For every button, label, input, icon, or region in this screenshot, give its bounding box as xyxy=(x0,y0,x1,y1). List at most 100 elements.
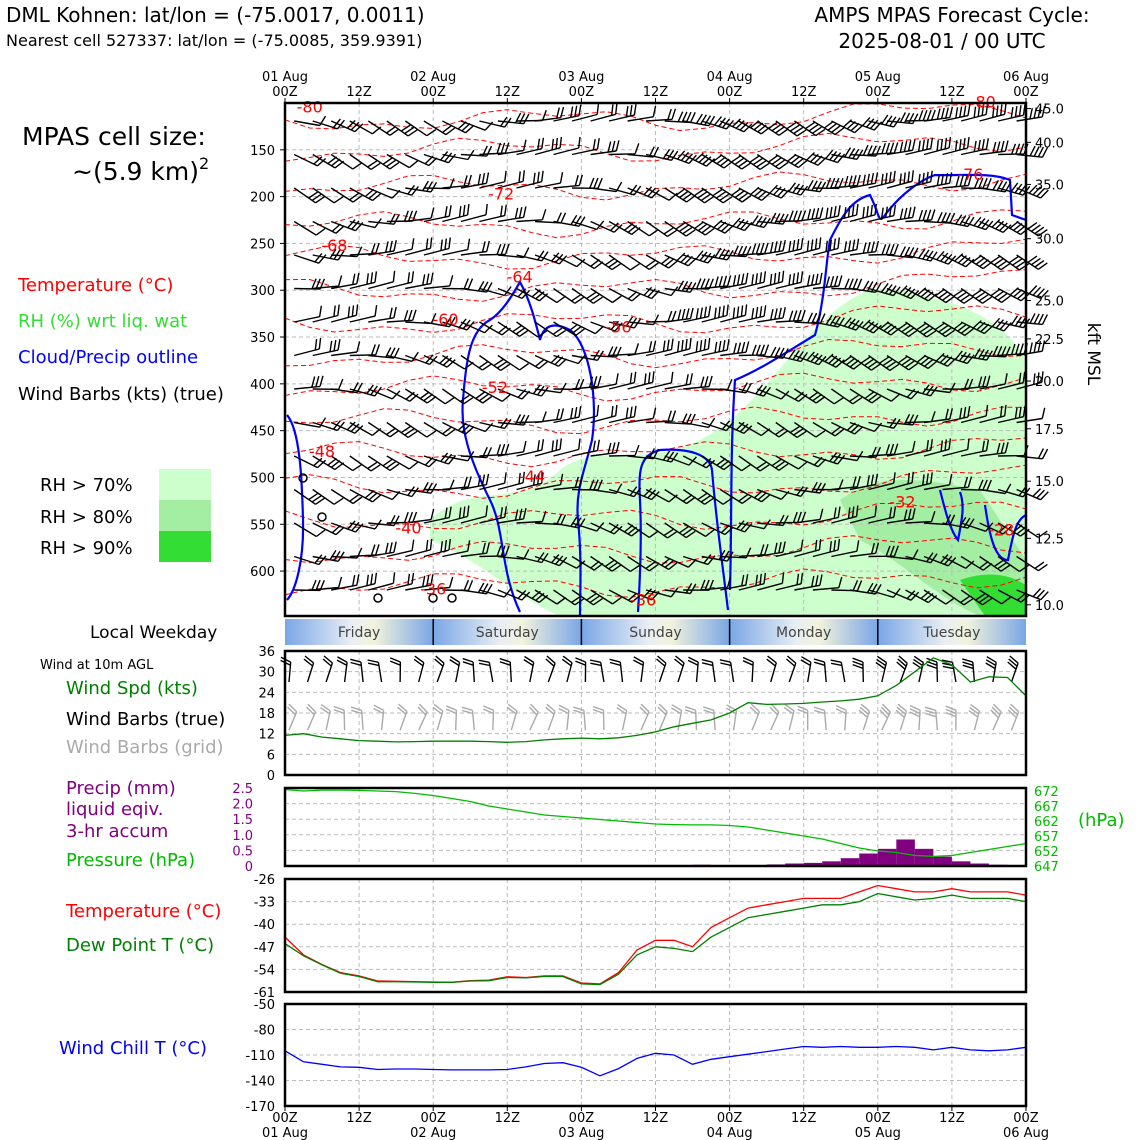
upper-wind-barb xyxy=(757,346,789,359)
panel-tick-label: -54 xyxy=(254,963,275,978)
legend-wind: Wind Barbs (kts) (true) xyxy=(18,384,224,405)
upper-wind-barb xyxy=(979,555,1011,572)
upper-wind-barb xyxy=(405,538,433,558)
kft-tick-label: 10.0 xyxy=(1035,599,1064,614)
surface-wind-barb-grid xyxy=(671,704,683,731)
upper-wind-barb xyxy=(886,206,916,223)
upper-wind-barb xyxy=(534,212,567,224)
precip-circle-marker xyxy=(428,593,438,603)
surface-wind-barb-grid xyxy=(1007,703,1020,731)
upper-wind-barb xyxy=(905,209,936,223)
upper-wind-barb xyxy=(460,582,493,595)
upper-wind-barb xyxy=(645,338,674,357)
upper-wind-barb xyxy=(571,287,603,304)
panel-tick-label: 2.5 xyxy=(232,782,253,797)
upper-wind-barb xyxy=(405,455,438,468)
upper-wind-barb xyxy=(442,318,475,331)
upper-wind-barb xyxy=(886,471,914,491)
upper-wind-barb xyxy=(497,354,530,371)
upper-wind-barb xyxy=(738,572,767,591)
upper-wind-barb xyxy=(812,506,841,524)
upper-wind-barb xyxy=(682,152,716,167)
precip-bar xyxy=(951,861,971,866)
upper-wind-barb xyxy=(423,576,454,591)
kft-tick-label: 35.0 xyxy=(1035,178,1064,193)
surface-wind-barb-true xyxy=(589,659,605,683)
upper-wind-barb xyxy=(1016,106,1046,122)
upper-wind-barb xyxy=(794,574,823,591)
upper-wind-barb xyxy=(293,522,326,538)
upper-wind-barb xyxy=(442,579,474,592)
top-hour-label: 12Z xyxy=(791,85,817,100)
temperature-contour xyxy=(284,464,1027,499)
upper-wind-barb xyxy=(849,280,882,293)
bottom-hour-label: 00Z xyxy=(717,1111,743,1126)
upper-wind-barb xyxy=(460,542,490,558)
upper-wind-barb xyxy=(664,373,693,390)
rh-swatch-80 xyxy=(159,500,211,531)
upper-wind-barb xyxy=(682,220,715,236)
upper-wind-barb xyxy=(330,520,364,533)
panel-tick-label: 36 xyxy=(258,645,275,660)
surface-wind-barb-true xyxy=(742,656,754,683)
windchill-line xyxy=(284,1045,1027,1077)
upper-wind-barb xyxy=(368,347,400,359)
cloud-outline-path xyxy=(728,173,1027,591)
upper-wind-barb xyxy=(961,375,991,390)
kft-tick-label: 45.0 xyxy=(1035,103,1064,118)
temperature-contour-label: -68 xyxy=(321,236,347,255)
upper-wind-barb xyxy=(460,280,493,293)
upper-wind-barb xyxy=(293,554,327,566)
upper-wind-barb xyxy=(571,589,603,606)
upper-wind-barb xyxy=(627,340,657,357)
surface-wind-barb-true xyxy=(852,657,864,683)
surface-wind-barb-grid xyxy=(657,703,668,731)
upper-wind-barb xyxy=(701,187,733,204)
upper-wind-barb xyxy=(645,286,679,297)
upper-wind-barb xyxy=(460,473,490,491)
upper-wind-barb xyxy=(775,120,807,137)
upper-wind-barb xyxy=(497,549,530,560)
temperature-contour-label: -48 xyxy=(309,442,335,461)
upper-wind-barb xyxy=(368,572,396,591)
bottom-day-label: 06 Aug xyxy=(1003,1126,1049,1140)
upper-wind-barb xyxy=(738,153,770,170)
upper-wind-barb xyxy=(571,439,600,457)
upper-wind-barb xyxy=(460,354,492,371)
upper-wind-barb xyxy=(608,589,641,603)
cell-size-value: ~(5.9 km)2 xyxy=(72,154,209,186)
temperature-contour xyxy=(284,305,1027,334)
surface-wind-barb-grid xyxy=(895,703,908,731)
pressure-tick-label: 400 xyxy=(250,378,275,393)
upper-wind-barb xyxy=(479,545,510,558)
pressure-tick-label: 150 xyxy=(250,144,275,159)
upper-wind-barb xyxy=(886,170,914,189)
precip-circle-marker xyxy=(373,593,383,603)
upper-wind-barb xyxy=(849,542,880,558)
upper-wind-barb xyxy=(942,405,971,424)
surface-wind-barb-grid xyxy=(417,703,428,731)
upper-wind-barb xyxy=(367,421,400,438)
precip-bar xyxy=(896,839,915,866)
upper-wind-barb xyxy=(683,305,712,323)
panel-tick-label: -61 xyxy=(254,986,275,1001)
upper-wind-barb xyxy=(719,488,752,504)
upper-wind-barb xyxy=(516,209,547,223)
temperature-contour-label: -32 xyxy=(889,492,915,511)
surface-wind-barb-grid xyxy=(528,703,539,731)
surface-wind-barb-true xyxy=(478,659,494,683)
pressure-tick-label: 667 xyxy=(1034,800,1059,815)
temperature-contour-label: -40 xyxy=(395,519,421,538)
surface-wind-barb-true xyxy=(413,655,425,683)
dew-point-line xyxy=(284,892,1027,986)
surface-wind-barb-true xyxy=(719,659,735,683)
upper-wind-barb xyxy=(386,238,415,256)
upper-wind-barb xyxy=(1016,313,1049,326)
panel-tick-label: -47 xyxy=(254,941,275,956)
upper-wind-barb xyxy=(627,522,659,538)
upper-wind-barb xyxy=(423,388,455,405)
surface-wind-barb-true xyxy=(303,655,315,683)
legend-temperature: Temperature (°C) xyxy=(17,275,173,296)
upper-wind-barb xyxy=(979,103,1007,122)
cell-size-label: MPAS cell size: xyxy=(22,122,206,151)
